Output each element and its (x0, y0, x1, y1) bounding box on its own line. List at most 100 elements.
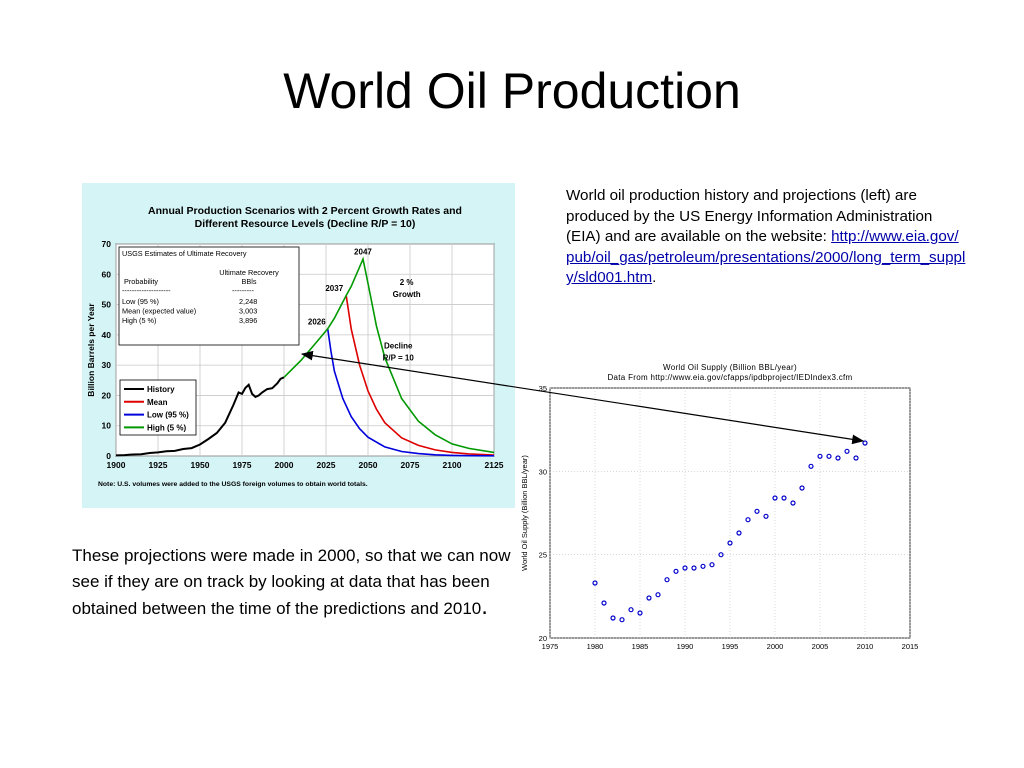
data-point (673, 568, 679, 574)
x-tick-label: 1975 (233, 460, 252, 470)
usgs-col2-header-1: Ultimate Recovery (219, 268, 279, 277)
usgs-col1-rule: -------------------- (122, 286, 171, 295)
y-tick-label: 0 (106, 451, 111, 461)
data-point (637, 610, 643, 616)
data-point (817, 453, 823, 459)
usgs-row-label: Mean (expected value) (122, 307, 196, 316)
x-tick-label: 2125 (485, 460, 504, 470)
world-oil-supply-chart: World Oil Supply (Billion BBL/year)Data … (520, 363, 919, 651)
x-tick-label: 2025 (317, 460, 336, 470)
x-tick-label: 2100 (443, 460, 462, 470)
data-point (709, 562, 715, 568)
data-point (745, 517, 751, 523)
y-tick-label: 35 (539, 384, 547, 393)
description-text: World oil production history and project… (566, 187, 933, 245)
x-tick-label: 1925 (149, 460, 168, 470)
production-scenarios-figure: Annual Production Scenarios with 2 Perce… (82, 183, 515, 508)
x-tick-label: 1975 (542, 642, 559, 651)
usgs-table-box (118, 246, 300, 346)
data-point (790, 500, 796, 506)
x-tick-label: 1985 (632, 642, 649, 651)
usgs-row-value: 3,003 (239, 307, 257, 316)
chart-note: Note: U.S. volumes were added to the USG… (98, 481, 368, 488)
y-tick-label: 10 (102, 421, 112, 431)
chart-title: World Oil Supply (Billion BBL/year) (663, 363, 797, 372)
data-point (826, 453, 832, 459)
y-tick-label: 60 (102, 269, 112, 279)
legend-label: Low (95 %) (147, 411, 189, 420)
data-point (619, 617, 625, 623)
x-tick-label: 2075 (401, 460, 420, 470)
y-axis-label: World Oil Supply (Billion BBL/year) (520, 455, 529, 571)
eia-presentation-link[interactable]: http://www.eia.gov/pub/oil_gas/petroleum… (566, 228, 966, 286)
y-tick-label: 70 (102, 239, 112, 249)
usgs-row-value: 3,896 (239, 316, 257, 325)
y-tick-label: 30 (539, 467, 547, 476)
world-oil-supply-figure: World Oil Supply (Billion BBL/year) Data … (516, 358, 928, 658)
x-tick-label: 2010 (857, 642, 874, 651)
data-point (601, 600, 607, 606)
usgs-row-value: 2,248 (239, 297, 257, 306)
data-point (691, 565, 697, 571)
description-paragraph: World oil production history and project… (566, 186, 966, 289)
annotation-decline-2: R/P = 10 (383, 354, 415, 363)
y-tick-label: 50 (102, 300, 112, 310)
x-tick-label: 2015 (902, 642, 919, 651)
y-axis-label: Billion Barrels per Year (86, 303, 96, 397)
chart-subtitle: Data From http://www.eia.gov/cfapps/ipdb… (607, 373, 852, 382)
usgs-row-label: High (5 %) (122, 316, 156, 325)
x-tick-label: 1950 (191, 460, 210, 470)
chart-title-line-1: Annual Production Scenarios with 2 Perce… (148, 205, 462, 217)
x-tick-label: 1980 (587, 642, 604, 651)
usgs-row-label: Low (95 %) (122, 297, 159, 306)
data-point (763, 513, 769, 519)
annotation-decline-1: Decline (384, 341, 413, 350)
data-point (727, 540, 733, 546)
y-tick-label: 20 (102, 390, 112, 400)
data-point (700, 563, 706, 569)
data-point (835, 455, 841, 461)
data-point (736, 530, 742, 536)
data-point (592, 580, 598, 586)
data-point (754, 508, 760, 514)
annotation-peak-mean: 2037 (325, 284, 343, 293)
usgs-col2-header-2: BBls (241, 277, 256, 286)
x-tick-label: 2005 (812, 642, 829, 651)
data-point (781, 495, 787, 501)
annotation-growth-1: 2 % (400, 278, 414, 287)
legend-label: High (5 %) (147, 423, 186, 432)
production-scenarios-chart: Annual Production Scenarios with 2 Perce… (86, 205, 504, 488)
annotation-peak-low: 2026 (308, 317, 326, 326)
data-point (799, 485, 805, 491)
data-point (664, 577, 670, 583)
usgs-col1-header: Probability (124, 277, 158, 286)
annotation-growth-2: Growth (393, 290, 421, 299)
data-point (853, 455, 859, 461)
data-point (628, 607, 634, 613)
data-point (718, 552, 724, 558)
y-tick-label: 30 (102, 360, 112, 370)
data-point (655, 592, 661, 598)
x-tick-label: 1900 (107, 460, 126, 470)
data-point (682, 565, 688, 571)
x-tick-label: 1995 (722, 642, 739, 651)
data-point (844, 448, 850, 454)
bottom-paragraph: These projections were made in 2000, so … (72, 543, 512, 622)
data-point (646, 595, 652, 601)
usgs-table-heading: USGS Estimates of Ultimate Recovery (122, 249, 247, 258)
x-tick-label: 2000 (275, 460, 294, 470)
legend-label: Mean (147, 398, 168, 407)
legend-label: History (147, 385, 175, 394)
description-period: . (652, 269, 657, 286)
series-line-history (115, 376, 285, 457)
bottom-text: These projections were made in 2000, so … (72, 546, 511, 618)
y-tick-label: 40 (102, 330, 112, 340)
x-tick-label: 1990 (677, 642, 694, 651)
y-tick-label: 20 (539, 634, 547, 643)
data-point (772, 495, 778, 501)
data-point (610, 615, 616, 621)
x-tick-label: 2050 (359, 460, 378, 470)
usgs-col2-rule: --------- (232, 286, 254, 295)
annotation-peak-high: 2047 (354, 248, 372, 257)
chart-title-line-2: Different Resource Levels (Decline R/P =… (195, 218, 416, 230)
